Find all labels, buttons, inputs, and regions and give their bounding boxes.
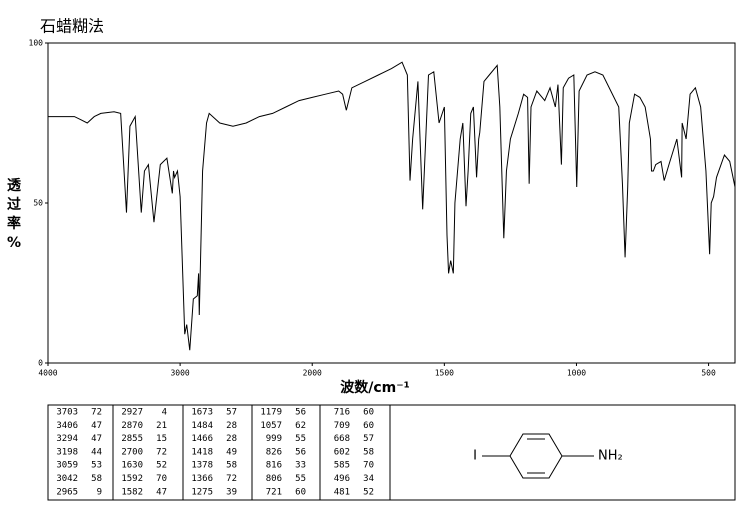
x-tick-label: 4000 — [38, 369, 57, 378]
benzene-ring — [509, 433, 563, 479]
y-tick-label: 50 — [33, 199, 43, 208]
peak-wavenumber: 2700 — [121, 447, 143, 457]
peak-transmittance: 57 — [363, 434, 374, 444]
peak-transmittance: 28 — [226, 421, 237, 431]
peak-wavenumber: 602 — [334, 447, 350, 457]
peak-wavenumber: 1582 — [121, 487, 143, 497]
peak-wavenumber: 721 — [266, 487, 282, 497]
peak-transmittance: 34 — [363, 474, 374, 484]
peak-transmittance: 21 — [156, 421, 167, 431]
peak-transmittance: 55 — [295, 434, 306, 444]
atom-label: NH₂ — [598, 449, 623, 464]
x-tick-label: 3000 — [170, 369, 189, 378]
x-tick-label: 1000 — [567, 369, 586, 378]
peak-wavenumber: 668 — [334, 434, 350, 444]
peak-transmittance: 15 — [156, 434, 167, 444]
structure — [482, 433, 594, 479]
peak-wavenumber: 3198 — [56, 447, 78, 457]
peak-wavenumber: 1179 — [260, 408, 282, 418]
peak-transmittance: 72 — [156, 447, 167, 457]
peak-wavenumber: 1418 — [191, 447, 213, 457]
peak-transmittance: 62 — [295, 421, 306, 431]
peak-transmittance: 72 — [91, 408, 102, 418]
peak-wavenumber: 2965 — [56, 487, 78, 497]
peak-wavenumber: 1275 — [191, 487, 213, 497]
x-tick-label: 1500 — [435, 369, 454, 378]
peak-transmittance: 60 — [295, 487, 306, 497]
peak-wavenumber: 481 — [334, 487, 350, 497]
spectrum-line — [48, 61, 736, 351]
y-axis-label: 率 — [7, 215, 21, 232]
peak-transmittance: 56 — [295, 447, 306, 457]
peak-transmittance: 9 — [97, 487, 102, 497]
peak-transmittance: 57 — [226, 408, 237, 418]
peak-wavenumber: 585 — [334, 461, 350, 471]
peak-wavenumber: 3703 — [56, 408, 78, 418]
peak-wavenumber: 1378 — [191, 461, 213, 471]
peak-transmittance: 47 — [156, 487, 167, 497]
y-axis-label: 过 — [7, 196, 21, 213]
y-axis-label: 透 — [7, 178, 22, 194]
peak-transmittance: 52 — [156, 461, 167, 471]
peak-wavenumber: 999 — [266, 434, 282, 444]
peak-wavenumber: 826 — [266, 447, 282, 457]
peak-transmittance: 72 — [226, 474, 237, 484]
peak-transmittance: 39 — [226, 487, 237, 497]
peak-transmittance: 55 — [295, 474, 306, 484]
peak-transmittance: 44 — [91, 447, 102, 457]
peak-transmittance: 4 — [162, 408, 167, 418]
x-tick-label: 2000 — [303, 369, 322, 378]
peak-transmittance: 33 — [295, 461, 306, 471]
peak-transmittance: 60 — [363, 421, 374, 431]
peak-wavenumber: 1630 — [121, 461, 143, 471]
peak-wavenumber: 3294 — [56, 434, 78, 444]
plot-frame — [47, 42, 736, 364]
atom-label: I — [473, 449, 477, 464]
peak-transmittance: 56 — [295, 408, 306, 418]
peak-wavenumber: 1366 — [191, 474, 213, 484]
peak-transmittance: 52 — [363, 487, 374, 497]
peak-transmittance: 47 — [91, 421, 102, 431]
x-axis-label: 波数/cm⁻¹ — [340, 379, 410, 396]
peak-transmittance: 58 — [226, 461, 237, 471]
peak-transmittance: 60 — [363, 408, 374, 418]
y-axis-label: % — [7, 235, 21, 251]
peak-wavenumber: 2855 — [121, 434, 143, 444]
peak-transmittance: 58 — [363, 447, 374, 457]
peak-transmittance: 70 — [156, 474, 167, 484]
peak-wavenumber: 1484 — [191, 421, 213, 431]
peak-transmittance: 28 — [226, 434, 237, 444]
peak-transmittance: 47 — [91, 434, 102, 444]
peak-wavenumber: 1057 — [260, 421, 282, 431]
x-tick-label: 500 — [701, 369, 716, 378]
peak-wavenumber: 3406 — [56, 421, 78, 431]
table-frame — [47, 404, 736, 501]
y-tick-label: 0 — [38, 359, 43, 368]
peak-wavenumber: 1592 — [121, 474, 143, 484]
peak-wavenumber: 2870 — [121, 421, 143, 431]
peak-wavenumber: 709 — [334, 421, 350, 431]
peak-wavenumber: 1673 — [191, 408, 213, 418]
peak-wavenumber: 3042 — [56, 474, 78, 484]
peak-wavenumber: 1466 — [191, 434, 213, 444]
peak-wavenumber: 496 — [334, 474, 350, 484]
peak-transmittance: 58 — [91, 474, 102, 484]
chart-title: 石蜡糊法 — [40, 17, 104, 36]
peak-transmittance: 53 — [91, 461, 102, 471]
peak-wavenumber: 816 — [266, 461, 282, 471]
peak-wavenumber: 2927 — [121, 408, 143, 418]
peak-wavenumber: 3059 — [56, 461, 78, 471]
peak-wavenumber: 716 — [334, 408, 350, 418]
peak-transmittance: 49 — [226, 447, 237, 457]
y-tick-label: 100 — [29, 39, 44, 48]
peak-transmittance: 70 — [363, 461, 374, 471]
peak-wavenumber: 806 — [266, 474, 282, 484]
